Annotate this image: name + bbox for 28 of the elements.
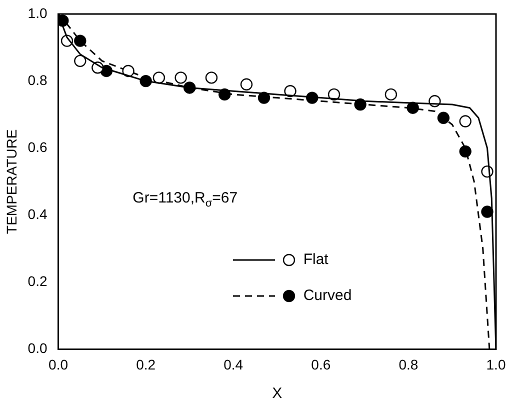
point (74, 34, 86, 47)
point (384, 88, 398, 101)
y-tick-label: 1.0 (28, 4, 48, 21)
x-axis-title: X (272, 385, 282, 402)
y-tick-label: 0.4 (28, 206, 48, 222)
point (152, 72, 166, 84)
point (437, 112, 450, 124)
x-tick-label: 0.4 (224, 356, 244, 372)
x-tick-label: 0.6 (311, 356, 331, 372)
point (459, 115, 472, 128)
x-tick-label: 0.8 (398, 356, 418, 372)
legend-label: Flat (303, 251, 328, 268)
point (74, 54, 86, 68)
point (284, 84, 296, 98)
point (205, 72, 218, 84)
y-axis-title: TEMPERATURE (3, 129, 20, 234)
point (174, 72, 187, 84)
x-tick-label: 0.0 (48, 356, 68, 372)
point (481, 206, 494, 218)
x-tick-label: 0.2 (136, 356, 156, 372)
y-tick-label: 0.6 (28, 138, 48, 155)
point (459, 145, 472, 158)
y-tick-label: 0.8 (28, 72, 48, 88)
point (240, 78, 253, 90)
x-tick-label: 1.0 (486, 356, 506, 372)
y-tick-label: 0.2 (28, 273, 48, 290)
legend-label: Curved (303, 287, 352, 304)
y-tick-label: 0.0 (28, 340, 48, 356)
